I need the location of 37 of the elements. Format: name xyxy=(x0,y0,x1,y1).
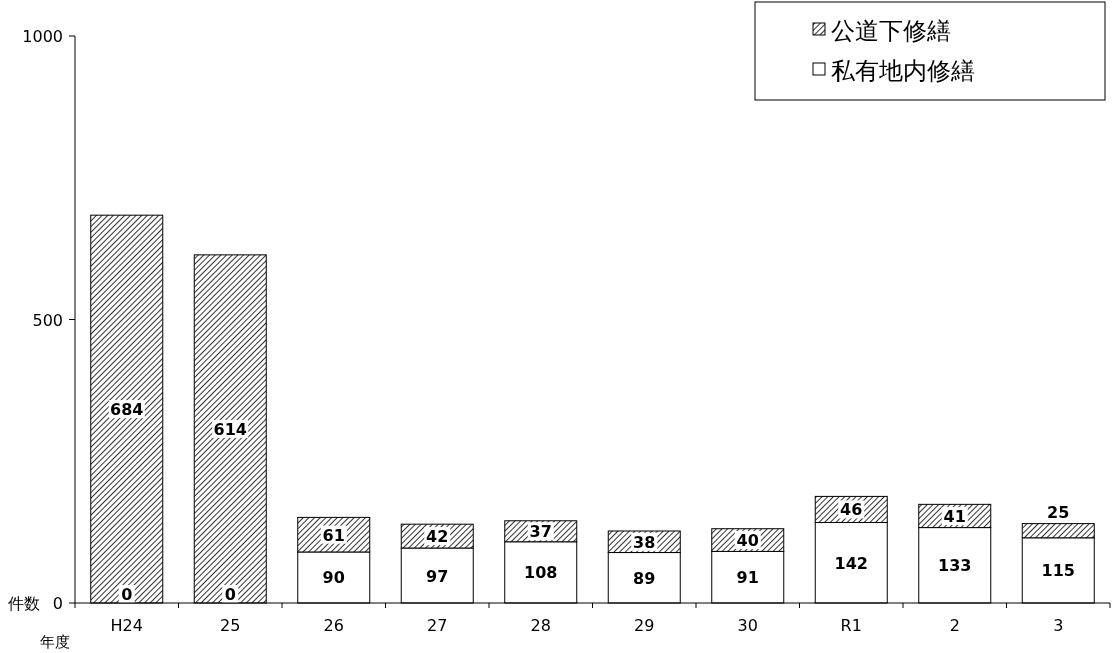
y-tick-label: 0 xyxy=(52,594,63,613)
data-label: 142 xyxy=(834,553,868,573)
annotation: 0 xyxy=(121,585,133,604)
x-tick-label: H24 xyxy=(110,616,143,635)
x-tick-label: 27 xyxy=(427,616,448,635)
data-label: 41 xyxy=(943,506,966,526)
data-label: 133 xyxy=(938,556,972,576)
x-tick-label: 25 xyxy=(220,616,241,635)
data-label: 25 xyxy=(1047,502,1070,522)
data-label: 89 xyxy=(633,568,656,588)
y-tick-label: 500 xyxy=(32,310,63,330)
data-label: 42 xyxy=(426,527,449,547)
data-label: 46 xyxy=(840,500,863,520)
x-tick-label: 26 xyxy=(323,616,344,635)
data-label: 115 xyxy=(1041,561,1075,581)
data-label: 614 xyxy=(213,419,247,439)
data-label: 61 xyxy=(322,525,345,545)
x-tick-label: 2 xyxy=(949,616,960,635)
data-label: 97 xyxy=(426,566,449,586)
x-tick-label: 30 xyxy=(737,616,758,635)
x-axis-title: 年度 xyxy=(40,633,70,651)
x-tick-label: R1 xyxy=(840,616,862,635)
data-label: 108 xyxy=(524,563,558,583)
legend-label: 公道下修繕 xyxy=(831,17,951,45)
x-tick-label: 29 xyxy=(634,616,655,635)
data-label: 90 xyxy=(322,568,345,588)
annotation: 0 xyxy=(224,585,236,604)
data-label: 38 xyxy=(633,532,656,552)
legend-label: 私有地内修繕 xyxy=(831,57,975,85)
data-label: 91 xyxy=(736,568,759,588)
data-label: 40 xyxy=(736,531,759,551)
y-axis-title: 件数 xyxy=(8,594,40,613)
data-label: 37 xyxy=(529,522,552,542)
x-tick-label: 28 xyxy=(530,616,551,635)
y-tick-label: 1000 xyxy=(22,27,63,46)
x-tick-label: 3 xyxy=(1053,616,1064,635)
data-label: 684 xyxy=(110,400,144,420)
